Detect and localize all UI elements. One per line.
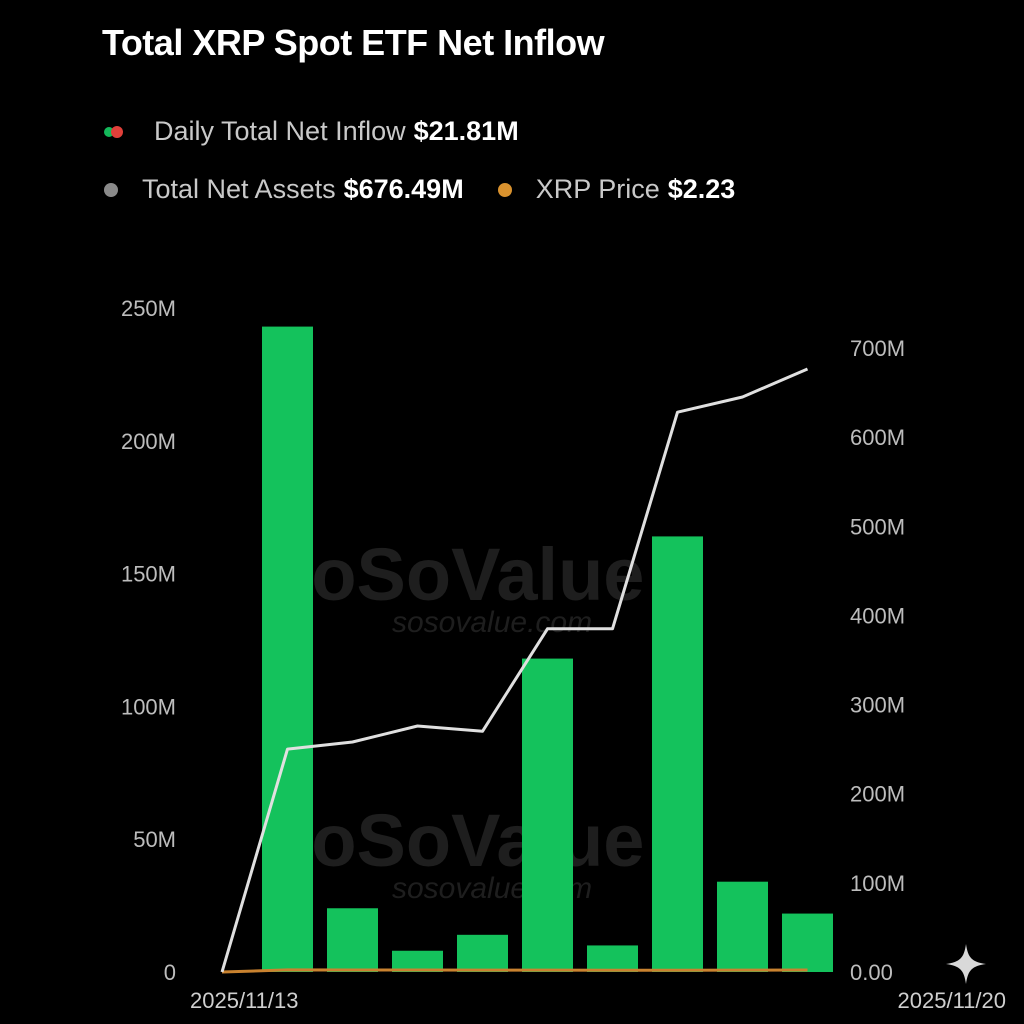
legend-green-dot: [104, 126, 114, 137]
legend-assets-label: Total Net Assets: [142, 174, 336, 204]
y-left-tick-label: 0: [164, 960, 176, 985]
legend-daily-label: Daily Total Net Inflow: [154, 116, 406, 146]
x-tick-label-start: 2025/11/13: [190, 988, 298, 1013]
inflow-bar: [782, 913, 833, 972]
gray-dot-icon: [104, 182, 118, 197]
y-right-tick-label: 300M: [850, 693, 905, 718]
legend-net-assets[interactable]: Total Net Assets $676.49M XRP Price $2.2…: [104, 174, 735, 205]
legend-assets-value: $676.49M: [343, 174, 464, 204]
legend-red-dot: [111, 125, 123, 138]
y-right-tick-label: 500M: [850, 514, 905, 539]
y-left-tick-label: 250M: [121, 296, 176, 321]
inflow-bar: [652, 536, 703, 972]
chart-title: Total XRP Spot ETF Net Inflow: [102, 22, 605, 63]
inflow-bar: [522, 658, 573, 972]
green-red-dot-icon: [104, 125, 123, 139]
legend-price-label: XRP Price: [535, 174, 660, 204]
watermark-brand-top: SoSoValue: [262, 533, 645, 616]
inflow-bar: [392, 950, 443, 972]
net-assets-line: [220, 367, 809, 973]
y-left-tick-label: 150M: [121, 562, 176, 587]
x-tick-label-end: 2025/11/20: [898, 988, 1006, 1013]
inflow-bar: [262, 326, 313, 972]
xrp-price-line: [221, 968, 808, 974]
orange-dot-icon: [497, 182, 512, 197]
y-right-tick-label: 600M: [850, 425, 905, 450]
watermark-domain-top: sosovalue.com: [392, 606, 593, 639]
sparkle-icon: [946, 944, 986, 984]
legend-price-value: $2.23: [667, 174, 736, 204]
y-right-tick-label: 700M: [850, 336, 905, 361]
y-left-tick-label: 50M: [133, 827, 176, 852]
y-right-tick-label: 0.00: [850, 960, 893, 985]
y-left-tick-label: 200M: [121, 429, 176, 454]
legend-daily-value: $21.81M: [413, 116, 519, 146]
y-right-tick-label: 100M: [850, 871, 905, 896]
y-right-tick-label: 200M: [850, 782, 905, 807]
inflow-bar: [457, 934, 508, 972]
y-right-tick-label: 400M: [850, 603, 905, 628]
y-left-tick-label: 100M: [121, 694, 176, 719]
inflow-bar: [587, 945, 638, 972]
inflow-bar: [717, 881, 768, 972]
watermark-brand-bottom: SoSoValue: [262, 799, 645, 882]
legend-daily-inflow[interactable]: Daily Total Net Inflow $21.81M: [104, 116, 519, 147]
inflow-bar: [327, 908, 378, 972]
